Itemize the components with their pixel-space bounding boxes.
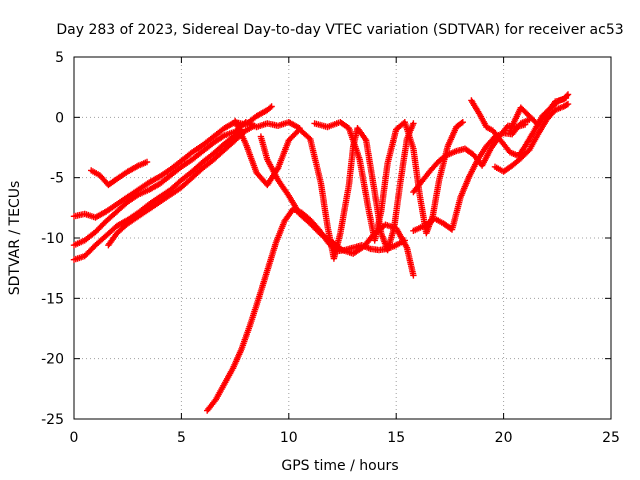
x-tick-label: 0 — [70, 430, 79, 446]
x-tick-label: 10 — [280, 430, 298, 446]
y-tick-label: -15 — [41, 291, 64, 307]
series-arc-4 — [88, 158, 151, 189]
y-tick-label: -5 — [50, 171, 64, 187]
data-series — [70, 91, 572, 414]
y-tick-label: 0 — [55, 110, 64, 126]
series-arc-3 — [70, 119, 303, 249]
series-arc-2 — [70, 126, 245, 263]
y-tick-label: -10 — [41, 231, 64, 247]
series-arc-1 — [70, 103, 275, 221]
series-markers — [491, 100, 572, 175]
series-markers — [105, 122, 258, 249]
series-markers — [70, 103, 275, 221]
series-arc-14 — [506, 91, 572, 134]
chart-title: Day 283 of 2023, Sidereal Day-to-day VTE… — [56, 22, 623, 38]
series-arc-7 — [231, 117, 417, 262]
series-arc-13 — [491, 100, 572, 175]
x-tick-label: 25 — [602, 430, 620, 446]
x-axis-label: GPS time / hours — [281, 458, 398, 474]
series-arc-5 — [105, 122, 258, 249]
y-axis-label: SDTVAR / TECUs — [7, 181, 23, 296]
series-markers — [88, 158, 151, 189]
y-tick-label: -20 — [41, 352, 64, 368]
y-tick-label: 5 — [55, 50, 64, 66]
series-markers — [231, 117, 417, 262]
series-markers — [70, 126, 245, 263]
axis-ticks: 0 5 10 15 20 25 5 0 -5 -10 -15 -20 -25 — [41, 50, 620, 446]
series-markers — [70, 119, 303, 249]
series-markers — [506, 91, 572, 134]
y-tick-label: -25 — [41, 412, 64, 428]
x-tick-label: 20 — [495, 430, 513, 446]
grid — [74, 57, 611, 419]
x-tick-label: 15 — [387, 430, 405, 446]
x-tick-label: 5 — [177, 430, 186, 446]
series-markers — [257, 133, 417, 279]
series-arc-8 — [257, 133, 417, 279]
